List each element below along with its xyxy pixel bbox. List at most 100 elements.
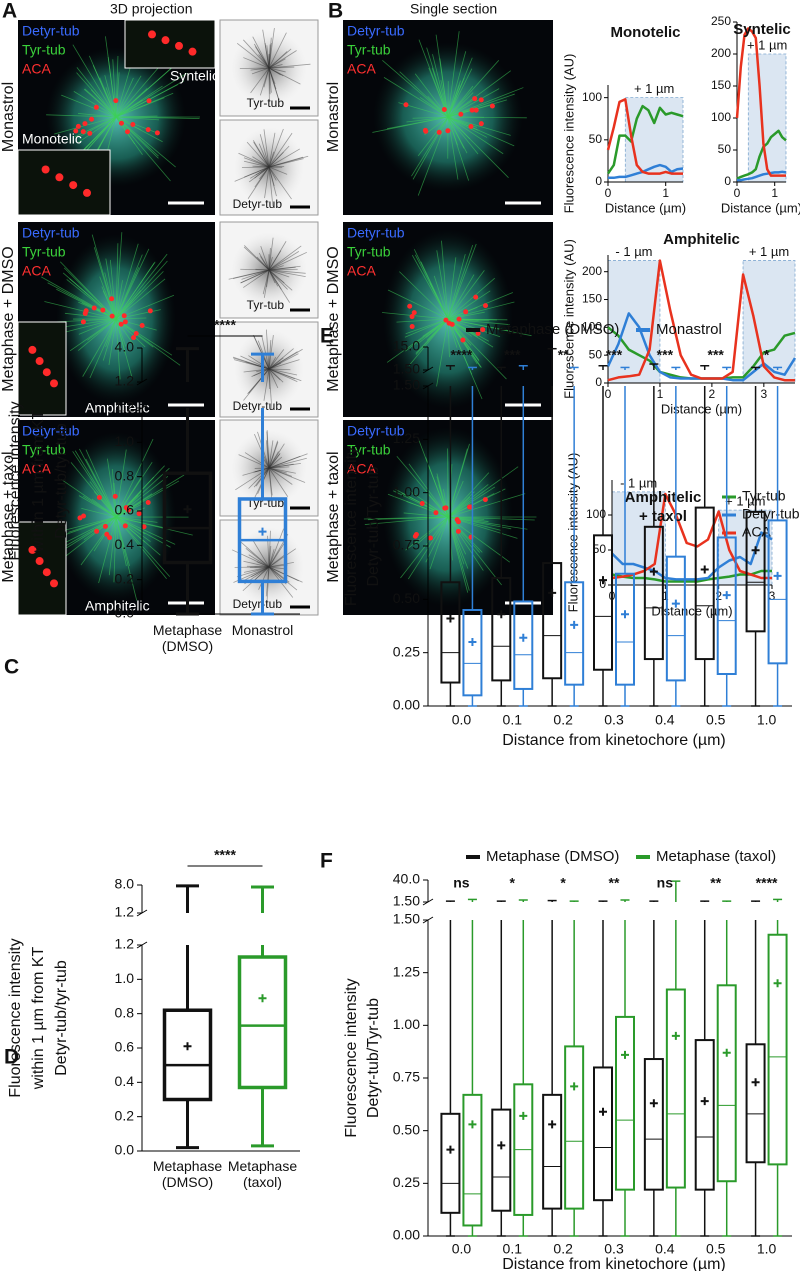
fiber [268,251,307,271]
fiber [243,160,270,168]
y-axis-label: Fluorescence intensity [7,938,24,1097]
box [440,581,461,684]
inset-spot [188,47,197,56]
fiber [447,516,489,522]
fiber [268,241,287,271]
fiber [64,312,117,320]
x-tick-label: 0 [605,387,612,401]
box [491,577,512,682]
fiber [268,269,285,284]
small-label: Detyr-tub [233,597,283,611]
fiber [447,116,479,155]
fiber [268,566,298,591]
mean [700,1097,709,1106]
fiber [89,481,117,518]
channel-label: Tyr-tub [347,244,391,260]
kinetochore [412,533,418,539]
fiber [108,516,117,576]
fiber [245,361,270,370]
kinetochore [118,321,124,327]
y-tick-label: 1.2 [115,904,135,920]
channel-label: Detyr-tub [22,423,80,439]
fiber [268,335,274,370]
x-tick-label: 3 [760,387,767,401]
y-axis-label: Fluorescence intensity (AU) [561,239,576,399]
fiber [115,516,146,535]
fiber [268,67,280,101]
fiber [268,250,282,271]
fiber [447,116,471,140]
mean [258,994,267,1003]
fiber [268,166,285,168]
fiber [447,243,477,320]
inset-spot [41,165,50,174]
fiber [268,362,282,370]
fiber [447,85,474,118]
fiber [246,141,270,168]
fiber [108,318,117,366]
fiber [268,368,298,376]
fiber [268,67,279,100]
kinetochore [409,324,415,330]
y-axis-label: Detyr-tub/Tyr-tub [365,998,382,1118]
fiber [441,240,449,320]
fiber [447,274,475,320]
fiber [268,269,290,278]
x-tick-label: 1 [657,387,664,401]
channel-label: ACA [347,263,376,279]
kinetochore [125,129,131,135]
fiber [250,166,270,179]
kinetochore [460,337,466,343]
kinetochore [80,129,86,135]
fiber [268,467,296,474]
fiber [268,440,274,469]
fiber [115,116,200,119]
y-tick-label: 0.00 [393,697,420,713]
significance: **** [214,847,236,863]
mean [621,610,629,619]
chart-title: Amphitelic [625,489,702,506]
mean [649,567,658,576]
fiber [266,269,270,288]
kinetochore [125,507,131,513]
fiber [447,80,461,118]
fiber [263,67,270,88]
fiber [268,349,285,370]
fiber [245,547,270,568]
fiber [112,59,117,118]
fiber [412,116,449,180]
y-tick-label: 0.8 [115,467,135,483]
fiber [268,353,299,370]
box [745,510,766,633]
fiber [90,89,117,118]
fiber [248,355,270,370]
fiber [89,318,117,379]
inset-spot [148,30,156,39]
inset-spot [42,568,51,577]
x-tick-label: 1 [662,186,669,200]
box [593,534,613,671]
box [615,572,635,686]
kinetochore [409,314,415,320]
fiber [268,166,275,187]
panel-title: 3D projection [110,1,193,17]
fiber [268,466,290,469]
fiber [447,318,473,375]
fiber [262,269,270,295]
fiber [268,64,283,69]
fiber [66,318,117,333]
kinetochore [443,505,449,511]
kinetochore [469,107,475,113]
fiber [383,77,449,118]
fiber [268,359,300,370]
inset-spot [175,41,183,50]
fiber [102,318,117,361]
fiber [268,128,284,168]
fiber [268,467,293,485]
fiber [239,540,270,568]
fiber [268,151,275,168]
box [564,581,585,686]
mean [621,1050,629,1059]
mean [183,1042,192,1051]
inset-spot [69,181,78,190]
